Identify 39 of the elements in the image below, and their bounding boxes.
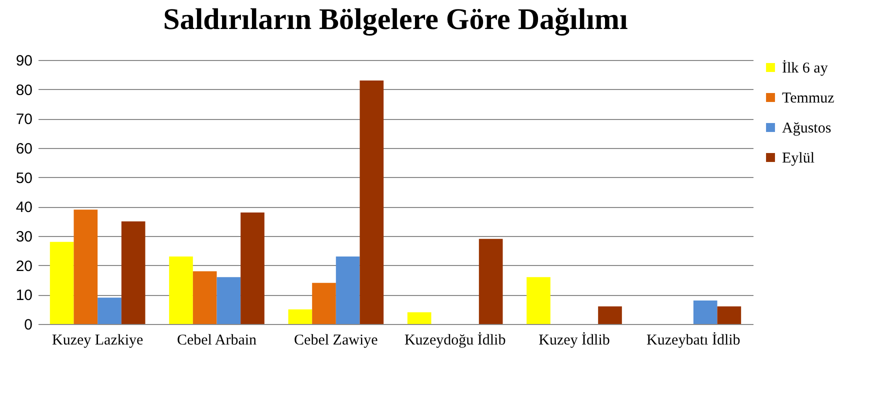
y-tick-label: 50	[16, 170, 32, 187]
x-tick-label: Cebel Zawiye	[294, 332, 378, 348]
y-tick-label: 40	[16, 199, 32, 216]
y-tick-label: 90	[16, 52, 32, 70]
x-tick-label: Kuzey İdlib	[538, 332, 610, 348]
bar	[50, 242, 74, 324]
y-tick-label: 80	[16, 82, 32, 99]
x-tick-label: Cebel Arbain	[176, 332, 258, 348]
bar	[240, 212, 264, 324]
bar	[121, 221, 146, 324]
y-tick-label: 20	[16, 258, 32, 275]
bar	[693, 300, 718, 324]
bar	[74, 210, 98, 324]
bar	[169, 256, 193, 324]
x-tick-label: Kuzeydoğu İdlib	[404, 332, 506, 348]
legend-label: Ağustos	[782, 120, 832, 136]
y-tick-label: 60	[16, 140, 32, 158]
y-tick-label: 70	[16, 111, 32, 128]
legend-label: Eylül	[782, 150, 814, 166]
bar	[312, 282, 336, 324]
bar	[478, 238, 503, 324]
bar	[407, 312, 432, 324]
y-tick-label: 30	[16, 228, 32, 246]
x-tick-label: Kuzeybatı İdlib	[646, 332, 740, 348]
bar	[526, 277, 550, 324]
bar	[216, 277, 241, 324]
bar	[360, 80, 384, 324]
bar	[598, 306, 622, 324]
bar	[717, 306, 742, 324]
legend-label: Temmuz	[782, 90, 835, 106]
x-tick-label: Kuzey Lazkiye	[52, 332, 144, 348]
bar	[288, 309, 312, 324]
chart-title: Saldırıların Bölgelere Göre Dağılımı	[163, 3, 628, 36]
legend-label: İlk 6 ay	[782, 60, 828, 76]
bar	[98, 298, 122, 324]
y-tick-label: 10	[16, 287, 32, 304]
bar	[336, 256, 360, 324]
bar	[192, 271, 217, 324]
y-tick-label: 0	[24, 316, 32, 334]
